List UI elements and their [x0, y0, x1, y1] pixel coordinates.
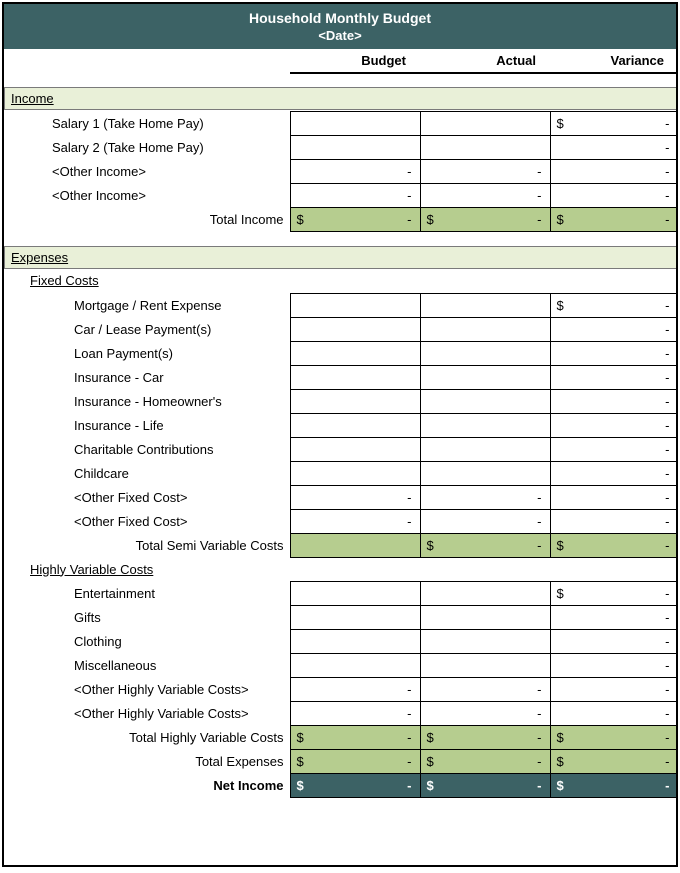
row-label: Charitable Contributions — [70, 437, 290, 461]
row-label: <Other Highly Variable Costs> — [70, 677, 290, 701]
expenses-section-header: Expenses — [4, 246, 678, 269]
net-label: Net Income — [70, 773, 290, 797]
table-row: <Other Fixed Cost> - - - — [4, 485, 678, 509]
net-actual: $- — [420, 773, 550, 797]
row-label: Insurance - Car — [70, 365, 290, 389]
income-total-row: Total Income $- $- $- — [4, 207, 678, 231]
net-variance: $- — [550, 773, 678, 797]
net-income-row: Net Income $- $- $- — [4, 773, 678, 797]
row-label: Miscellaneous — [70, 653, 290, 677]
variance-cell: $- — [550, 293, 678, 317]
table-row: Insurance - Life - — [4, 413, 678, 437]
actual-cell[interactable] — [420, 135, 550, 159]
variance-cell: - — [550, 183, 678, 207]
row-label: Gifts — [70, 605, 290, 629]
budget-sheet: Household Monthly Budget <Date> Budget A… — [2, 2, 678, 867]
expenses-total-row: Total Expenses $- $- $- — [4, 749, 678, 773]
row-label: Salary 1 (Take Home Pay) — [48, 111, 290, 135]
budget-cell[interactable] — [290, 293, 420, 317]
row-label: Entertainment — [70, 581, 290, 605]
row-label: Loan Payment(s) — [70, 341, 290, 365]
row-label: Salary 2 (Take Home Pay) — [48, 135, 290, 159]
table-row: <Other Income> - - - — [4, 159, 678, 183]
variance-cell: - — [550, 135, 678, 159]
variable-costs-header: Highly Variable Costs — [26, 557, 678, 581]
budget-cell[interactable] — [290, 135, 420, 159]
table-row: <Other Income> - - - — [4, 183, 678, 207]
table-row: Clothing - — [4, 629, 678, 653]
table-row: Charitable Contributions - — [4, 437, 678, 461]
actual-total: $- — [420, 207, 550, 231]
actual-cell[interactable]: - — [420, 159, 550, 183]
table-row: Salary 1 (Take Home Pay) $- — [4, 111, 678, 135]
table-row: Car / Lease Payment(s) - — [4, 317, 678, 341]
row-label: Insurance - Homeowner's — [70, 389, 290, 413]
row-label: Mortgage / Rent Expense — [70, 293, 290, 317]
row-label: <Other Highly Variable Costs> — [70, 701, 290, 725]
fixed-costs-header: Fixed Costs — [26, 269, 678, 293]
table-row: Salary 2 (Take Home Pay) - — [4, 135, 678, 159]
total-label: Total Semi Variable Costs — [70, 533, 290, 557]
actual-cell[interactable]: - — [420, 183, 550, 207]
budget-table: Budget Actual Variance Income Salary 1 (… — [4, 49, 678, 798]
row-label: Insurance - Life — [70, 413, 290, 437]
actual-cell[interactable] — [420, 111, 550, 135]
col-actual-header: Actual — [420, 49, 550, 73]
table-row: <Other Fixed Cost> - - - — [4, 509, 678, 533]
row-label: <Other Income> — [48, 159, 290, 183]
income-section-header: Income — [4, 87, 678, 110]
row-label: <Other Income> — [48, 183, 290, 207]
col-budget-header: Budget — [290, 49, 420, 73]
net-budget: $- — [290, 773, 420, 797]
table-row: Loan Payment(s) - — [4, 341, 678, 365]
table-row: Gifts - — [4, 605, 678, 629]
table-row: <Other Highly Variable Costs> - - - — [4, 701, 678, 725]
sheet-header: Household Monthly Budget <Date> — [4, 4, 676, 49]
row-label: <Other Fixed Cost> — [70, 509, 290, 533]
table-row: Insurance - Homeowner's - — [4, 389, 678, 413]
row-label: Childcare — [70, 461, 290, 485]
total-label: Total Expenses — [70, 749, 290, 773]
row-label: <Other Fixed Cost> — [70, 485, 290, 509]
row-label: Clothing — [70, 629, 290, 653]
variance-cell: - — [550, 159, 678, 183]
total-label: Total Highly Variable Costs — [70, 725, 290, 749]
row-label: Car / Lease Payment(s) — [70, 317, 290, 341]
budget-cell[interactable]: - — [290, 183, 420, 207]
table-row: Miscellaneous - — [4, 653, 678, 677]
budget-cell[interactable]: - — [290, 159, 420, 183]
table-row: <Other Highly Variable Costs> - - - — [4, 677, 678, 701]
table-row: Childcare - — [4, 461, 678, 485]
table-row: Entertainment $- — [4, 581, 678, 605]
variable-total-row: Total Highly Variable Costs $- $- $- — [4, 725, 678, 749]
table-row: Mortgage / Rent Expense $- — [4, 293, 678, 317]
table-row: Insurance - Car - — [4, 365, 678, 389]
sheet-title: Household Monthly Budget — [4, 10, 676, 26]
total-label: Total Income — [48, 207, 290, 231]
actual-cell[interactable] — [420, 293, 550, 317]
col-variance-header: Variance — [550, 49, 678, 73]
fixed-total-row: Total Semi Variable Costs $- $- — [4, 533, 678, 557]
variance-total: $- — [550, 207, 678, 231]
variance-cell: $- — [550, 111, 678, 135]
budget-cell[interactable] — [290, 111, 420, 135]
sheet-subtitle: <Date> — [4, 26, 676, 47]
budget-total: $- — [290, 207, 420, 231]
